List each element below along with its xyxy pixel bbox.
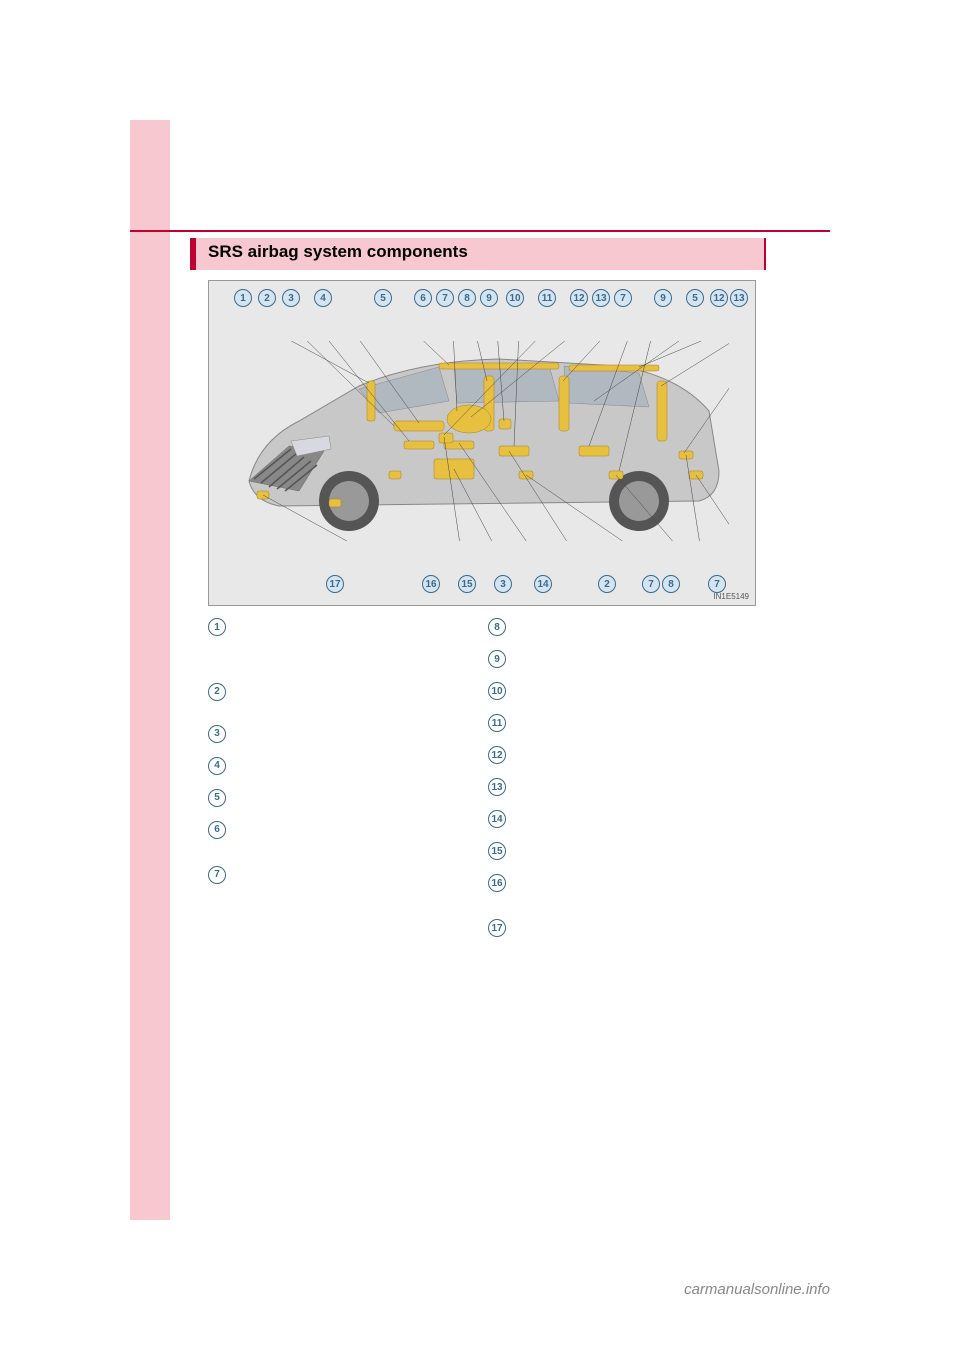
diagram-marker: 3 bbox=[494, 575, 512, 593]
list-item: 8 Side impact sensors (rear) bbox=[488, 616, 768, 642]
diagram-marker: 3 bbox=[282, 289, 300, 307]
car-illustration bbox=[239, 341, 729, 541]
list-marker: 6 bbox=[208, 821, 226, 839]
list-marker: 16 bbox=[488, 874, 506, 892]
diagram-marker: 10 bbox=[506, 289, 524, 307]
list-item-label: Knee airbags bbox=[234, 723, 327, 743]
list-item-label: Rear side airbags bbox=[514, 744, 634, 764]
list-item: 5 Curtain shield airbags bbox=[208, 787, 488, 813]
list-marker: 8 bbox=[488, 618, 506, 636]
diagram-marker: 5 bbox=[686, 289, 704, 307]
list-item: 11 Driver airbag bbox=[488, 712, 768, 738]
list-item-label: Seat belt buckle switches bbox=[514, 776, 681, 796]
component-list-left: 1 Front passenger occupant classification… bbox=[208, 616, 488, 949]
diagram-marker: 11 bbox=[538, 289, 556, 307]
list-marker: 3 bbox=[208, 725, 226, 743]
list-item-label: Side impact sensors (front) bbox=[234, 864, 411, 884]
list-marker: 1 bbox=[208, 618, 226, 636]
left-pink-sidebar bbox=[130, 120, 170, 1220]
component-list-right: 8 Side impact sensors (rear) 9 Front side a… bbox=[488, 616, 768, 949]
list-marker: 5 bbox=[208, 789, 226, 807]
header-red-line bbox=[130, 230, 830, 232]
list-item: 16 "AIR BAG ON" and "AIR BAG OFF" indicat… bbox=[488, 872, 768, 911]
list-item-label: Front side airbags bbox=[514, 648, 636, 668]
list-item: 9 Front side airbags bbox=[488, 648, 768, 674]
diagram-marker: 12 bbox=[570, 289, 588, 307]
list-item: 10 SRS warning light bbox=[488, 680, 768, 706]
diagram-bottom-markers: 1716153142787 bbox=[209, 575, 755, 597]
diagram-marker: 2 bbox=[598, 575, 616, 593]
diagram-marker: 9 bbox=[480, 289, 498, 307]
component-list: 1 Front passenger occupant classification… bbox=[208, 616, 768, 949]
diagram-marker: 7 bbox=[642, 575, 660, 593]
list-item-label: Front impact sensors bbox=[514, 917, 655, 937]
list-marker: 17 bbox=[488, 919, 506, 937]
diagram-marker: 13 bbox=[592, 289, 610, 307]
diagram-marker: 15 bbox=[458, 575, 476, 593]
list-item: 7 Side impact sensors (front) bbox=[208, 864, 488, 890]
diagram-marker: 17 bbox=[326, 575, 344, 593]
diagram-marker: 4 bbox=[314, 289, 332, 307]
list-marker: 14 bbox=[488, 810, 506, 828]
diagram-marker: 2 bbox=[258, 289, 276, 307]
list-item-label: "AIR BAG ON" and "AIR BAG OFF" indicator… bbox=[514, 872, 768, 911]
list-item: 1 Front passenger occupant classification… bbox=[208, 616, 488, 675]
list-item: 2 Side impact sensors (front door) bbox=[208, 681, 488, 717]
list-item-label: Airbag sensor assembly bbox=[514, 840, 673, 860]
list-item: 13 Seat belt buckle switches bbox=[488, 776, 768, 802]
airbag-diagram: 123456789101112137951213 bbox=[208, 280, 756, 606]
list-item-label: Seat belt pretensioners and force limite… bbox=[234, 819, 488, 858]
list-item-label: Side impact sensors (rear) bbox=[514, 616, 688, 636]
list-item: 15 Airbag sensor assembly bbox=[488, 840, 768, 866]
footer-watermark: carmanualsonline.info bbox=[684, 1281, 830, 1298]
diagram-marker: 7 bbox=[436, 289, 454, 307]
list-item: 6 Seat belt pretensioners and force limit… bbox=[208, 819, 488, 858]
diagram-marker: 14 bbox=[534, 575, 552, 593]
list-item-label: Front passenger occupant classification … bbox=[234, 616, 488, 675]
list-marker: 10 bbox=[488, 682, 506, 700]
diagram-marker: 9 bbox=[654, 289, 672, 307]
diagram-marker: 16 bbox=[422, 575, 440, 593]
list-marker: 13 bbox=[488, 778, 506, 796]
diagram-marker: 5 bbox=[374, 289, 392, 307]
list-item: 4 Front passenger airbag bbox=[208, 755, 488, 781]
list-marker: 7 bbox=[208, 866, 226, 884]
list-marker: 2 bbox=[208, 683, 226, 701]
list-item-label: Front passenger airbag bbox=[234, 755, 389, 775]
diagram-marker: 8 bbox=[458, 289, 476, 307]
list-item-label: Side impact sensors (front door) bbox=[234, 681, 443, 717]
diagram-marker: 13 bbox=[730, 289, 748, 307]
diagram-marker: 12 bbox=[710, 289, 728, 307]
list-marker: 11 bbox=[488, 714, 506, 732]
list-item-label: Curtain shield airbags bbox=[234, 787, 379, 807]
list-item-label: Driver airbag bbox=[514, 712, 604, 732]
diagram-image-id: IN1E5149 bbox=[713, 592, 749, 601]
list-item-label: SRS warning light bbox=[514, 680, 635, 700]
list-item-label: Driver's seat position sensor bbox=[514, 808, 699, 828]
diagram-marker: 7 bbox=[708, 575, 726, 593]
list-item: 14 Driver's seat position sensor bbox=[488, 808, 768, 834]
list-marker: 12 bbox=[488, 746, 506, 764]
list-item: 12 Rear side airbags bbox=[488, 744, 768, 770]
diagram-marker: 6 bbox=[414, 289, 432, 307]
diagram-top-markers: 123456789101112137951213 bbox=[209, 289, 755, 311]
diagram-marker: 7 bbox=[614, 289, 632, 307]
diagram-marker: 1 bbox=[234, 289, 252, 307]
section-title: SRS airbag system components bbox=[208, 242, 468, 262]
list-item: 17 Front impact sensors bbox=[488, 917, 768, 943]
diagram-marker: 8 bbox=[662, 575, 680, 593]
list-marker: 9 bbox=[488, 650, 506, 668]
list-item: 3 Knee airbags bbox=[208, 723, 488, 749]
list-marker: 15 bbox=[488, 842, 506, 860]
list-marker: 4 bbox=[208, 757, 226, 775]
